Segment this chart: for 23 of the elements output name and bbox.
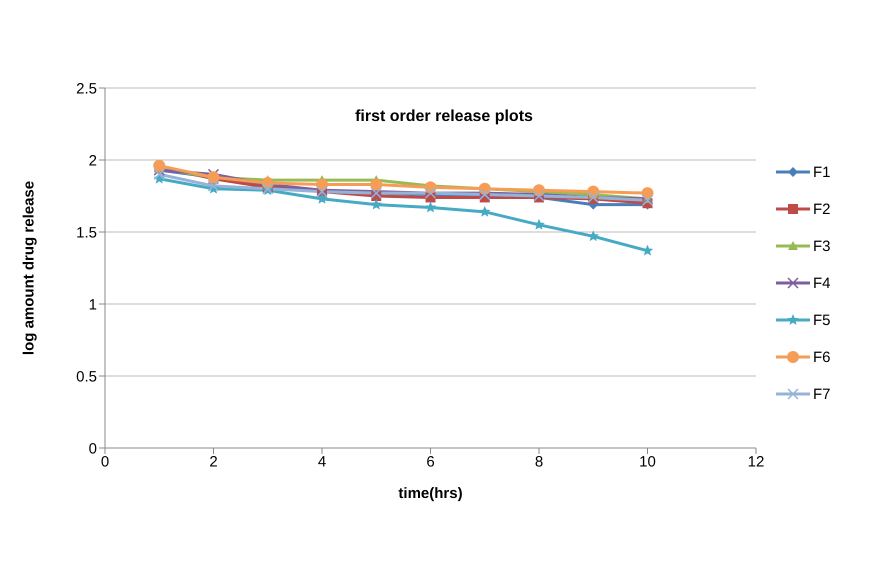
x-tick-label: 10 — [639, 454, 656, 471]
y-tick-label: 0 — [88, 440, 97, 458]
legend-label: F1 — [813, 164, 831, 180]
x-tick-label: 4 — [318, 454, 326, 471]
legend-label: F6 — [813, 348, 831, 366]
x-tick-label: 12 — [748, 454, 764, 471]
text: first order release plots — [354, 108, 534, 126]
x-tick-label: 6 — [426, 454, 435, 471]
x-tick-label: 0 — [100, 454, 110, 471]
legend-label: F7 — [813, 386, 831, 402]
x-tick-label: 2 — [209, 454, 218, 471]
legend-label: F2 — [813, 200, 831, 218]
y-tick-label: 1.5 — [76, 224, 97, 242]
legend-label: F4 — [813, 274, 831, 292]
y-tick-label: 2 — [88, 152, 97, 170]
legend-label: F5 — [813, 312, 831, 328]
x-tick-label: 8 — [534, 454, 544, 471]
x-axis-title: time(hrs) — [398, 485, 463, 502]
y-axis-title: log amount drug release — [20, 180, 38, 356]
legend-label: F3 — [813, 238, 831, 254]
y-tick-label: 1 — [88, 296, 97, 314]
y-tick-label: 0.5 — [76, 368, 97, 386]
y-tick-label: 2.5 — [76, 80, 97, 98]
